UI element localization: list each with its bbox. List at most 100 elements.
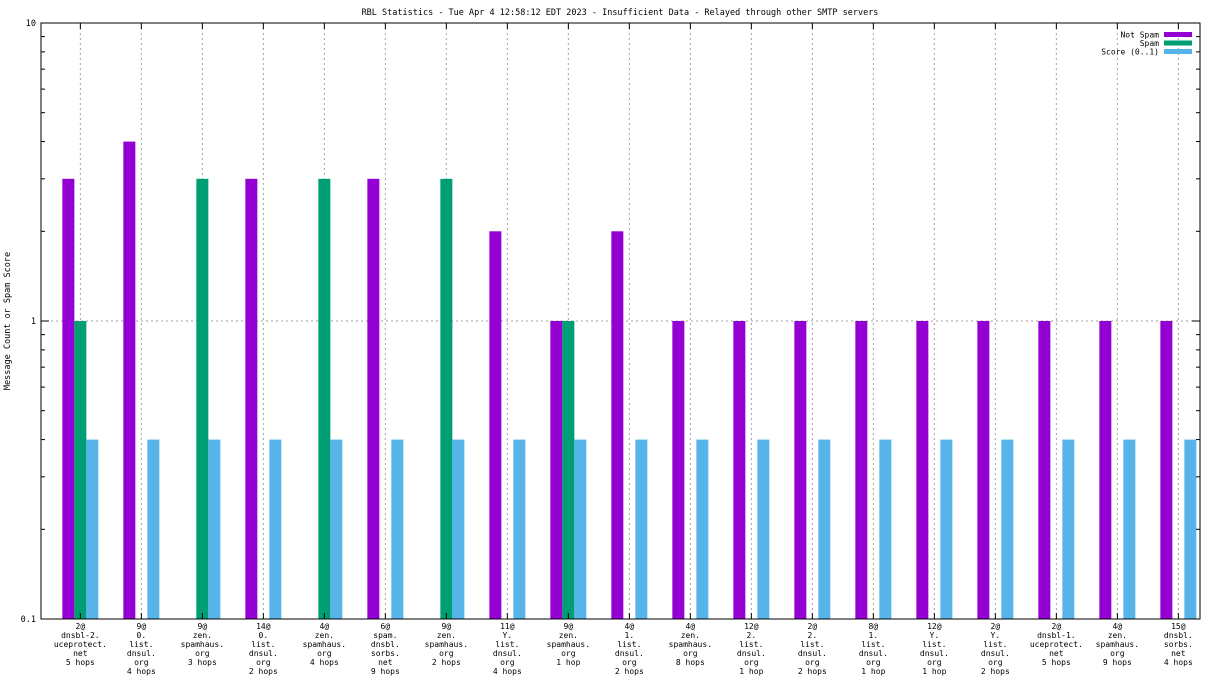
x-tick-label-line: 4@ bbox=[1113, 622, 1123, 631]
bar bbox=[123, 141, 136, 619]
x-tick-label-line: 4 hops bbox=[127, 667, 156, 676]
bar bbox=[147, 439, 160, 619]
x-tick-label-line: dnsul. bbox=[737, 649, 766, 658]
bar bbox=[696, 439, 709, 619]
bar bbox=[940, 439, 953, 619]
x-tick-label-line: org bbox=[134, 658, 149, 667]
x-tick-label-line: 4 hops bbox=[493, 667, 522, 676]
x-tick-label-line: org bbox=[744, 658, 759, 667]
x-tick-label-line: 4 hops bbox=[310, 658, 339, 667]
x-tick-label-line: 4@ bbox=[686, 622, 696, 631]
x-tick-label-line: 2 hops bbox=[981, 667, 1010, 676]
bar bbox=[1123, 439, 1136, 619]
y-tick-label: 0.1 bbox=[21, 615, 36, 625]
legend-label: Not Spam bbox=[1120, 31, 1159, 40]
bar bbox=[86, 439, 99, 619]
x-tick-label-line: dnsul. bbox=[798, 649, 827, 658]
bar bbox=[74, 321, 87, 619]
x-tick-label: 4@ zen. spamhaus. org 9 hops bbox=[1096, 622, 1139, 667]
legend-swatch bbox=[1164, 49, 1192, 54]
x-tick-label-line: dnsul. bbox=[249, 649, 278, 658]
x-tick-label-line: list. bbox=[739, 640, 763, 649]
x-tick-label: 15@ dnsbl. sorbs. net 4 hops bbox=[1164, 622, 1193, 667]
bar bbox=[391, 439, 404, 619]
bar bbox=[794, 321, 807, 619]
bar bbox=[574, 439, 587, 619]
x-tick-label-line: 9@ bbox=[442, 622, 452, 631]
x-tick-label-line: 2@ bbox=[808, 622, 818, 631]
bar bbox=[196, 178, 209, 619]
x-tick-label-line: 3 hops bbox=[188, 658, 217, 667]
x-tick-label-line: Y. bbox=[503, 631, 513, 640]
x-tick-label-line: 1 hop bbox=[861, 667, 885, 676]
x-tick-label-line: 1 hop bbox=[739, 667, 763, 676]
bar bbox=[208, 439, 221, 619]
x-tick-label-line: zen. bbox=[437, 631, 456, 640]
bar bbox=[733, 321, 746, 619]
x-tick-label-line: org bbox=[683, 649, 698, 658]
x-tick-label-line: list. bbox=[495, 640, 519, 649]
x-tick-label: 2@ dnsbl-1. uceprotect. net 5 hops bbox=[1030, 622, 1083, 667]
x-tick-label-line: org bbox=[439, 649, 454, 658]
x-tick-label-line: zen. bbox=[681, 631, 700, 640]
y-tick-label: 10 bbox=[26, 19, 36, 29]
x-tick-label-line: zen. bbox=[193, 631, 212, 640]
legend-label: Score (0..1) bbox=[1101, 48, 1159, 57]
x-tick-label-line: list. bbox=[861, 640, 885, 649]
bar bbox=[318, 178, 331, 619]
x-tick-label-line: dnsul. bbox=[981, 649, 1010, 658]
bar bbox=[879, 439, 892, 619]
x-tick-label-line: 2. bbox=[808, 631, 818, 640]
x-tick-label-line: spamhaus. bbox=[1096, 640, 1139, 649]
x-tick-label-line: zen. bbox=[559, 631, 578, 640]
x-tick-label-line: 9 hops bbox=[371, 667, 400, 676]
x-tick-label-line: 5 hops bbox=[66, 658, 95, 667]
bar bbox=[440, 178, 453, 619]
bar bbox=[1038, 321, 1051, 619]
x-tick-label-line: org bbox=[317, 649, 332, 658]
x-tick-label-line: 6@ bbox=[381, 622, 391, 631]
x-tick-label-line: dnsbl. bbox=[1164, 631, 1193, 640]
bar bbox=[635, 439, 648, 619]
bar bbox=[62, 178, 75, 619]
x-tick-label-line: 11@ bbox=[500, 622, 515, 631]
x-tick-label-line: org bbox=[866, 658, 881, 667]
x-tick-label-line: uceprotect. bbox=[1030, 640, 1083, 649]
x-tick-label-line: sorbs. bbox=[371, 649, 400, 658]
bar bbox=[818, 439, 831, 619]
x-tick-label-line: org bbox=[500, 658, 515, 667]
bar bbox=[1062, 439, 1075, 619]
x-tick-label-line: 1. bbox=[625, 631, 635, 640]
x-tick-label: 2@ 2. list. dnsul. org 2 hops bbox=[798, 622, 827, 676]
x-tick-label-line: 0. bbox=[259, 631, 269, 640]
x-tick-label-line: org bbox=[927, 658, 942, 667]
x-tick-label-line: 2@ bbox=[1052, 622, 1062, 631]
x-tick-label: 11@ Y. list. dnsul. org 4 hops bbox=[493, 622, 522, 676]
bar bbox=[611, 231, 624, 619]
x-tick-label-line: 4@ bbox=[320, 622, 330, 631]
x-tick-label-line: dnsbl. bbox=[371, 640, 400, 649]
x-tick-label: 12@ 2. list. dnsul. org 1 hop bbox=[737, 622, 766, 676]
bar bbox=[855, 321, 868, 619]
x-tick-label-line: 8 hops bbox=[676, 658, 705, 667]
bar bbox=[1099, 321, 1112, 619]
x-tick-label: 14@ 0. list. dnsul. org 2 hops bbox=[249, 622, 278, 676]
x-tick-label-line: zen. bbox=[1108, 631, 1127, 640]
x-tick-label-line: 12@ bbox=[744, 622, 759, 631]
bar bbox=[513, 439, 526, 619]
x-tick-label-line: spamhaus. bbox=[303, 640, 346, 649]
x-tick-label-line: spamhaus. bbox=[669, 640, 712, 649]
x-tick-label-line: 2@ bbox=[76, 622, 86, 631]
bar bbox=[452, 439, 465, 619]
x-tick-label-line: 8@ bbox=[869, 622, 879, 631]
x-tick-label-line: list. bbox=[800, 640, 824, 649]
x-tick-label-line: org bbox=[1110, 649, 1125, 658]
x-tick-label-line: 14@ bbox=[256, 622, 271, 631]
x-tick-label-line: 5 hops bbox=[1042, 658, 1071, 667]
x-tick-label-line: net bbox=[378, 658, 393, 667]
x-tick-label-line: 12@ bbox=[927, 622, 942, 631]
x-tick-label-line: net bbox=[73, 649, 88, 658]
